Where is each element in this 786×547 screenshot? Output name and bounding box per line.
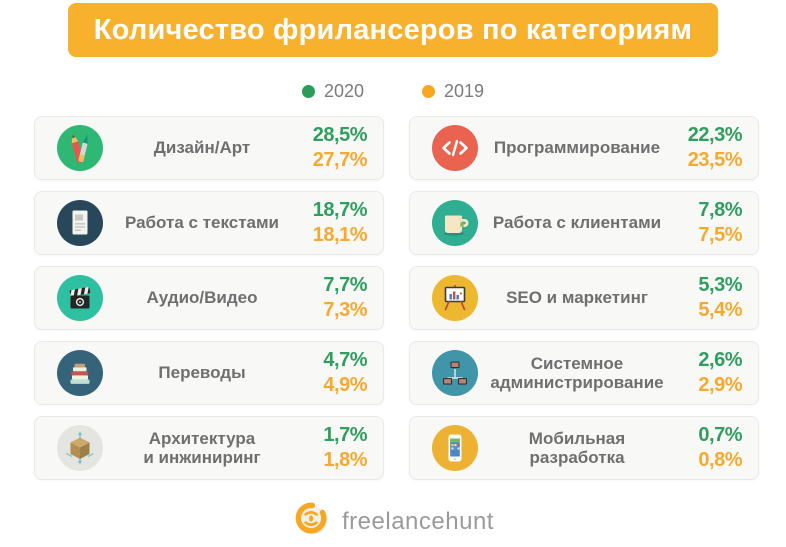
document-icon (57, 200, 103, 246)
category-values: 18,7% 18,1% (301, 198, 368, 248)
category-card: Переводы 4,7% 4,9% (34, 341, 384, 405)
category-label: SEO и маркетинг (506, 288, 648, 308)
category-card: Работа с текстами 18,7% 18,1% (34, 191, 384, 255)
category-label: Системное администрирование (490, 353, 664, 392)
category-label: Переводы (158, 363, 246, 383)
value-2020: 5,3% (698, 274, 742, 296)
category-label: Работа с текстами (124, 213, 280, 233)
value-2020: 1,7% (323, 424, 367, 446)
footer: freelancehunt (0, 499, 786, 544)
category-values: 1,7% 1,8% (301, 423, 367, 473)
legend-item-2020: 2020 (301, 81, 364, 102)
category-values: 5,3% 5,4% (676, 273, 742, 323)
page-title: Количество фрилансеров по категориям (93, 13, 693, 46)
value-2020: 7,7% (323, 274, 367, 296)
value-2020: 28,5% (312, 124, 368, 146)
value-2020: 0,7% (698, 424, 742, 446)
value-2019: 7,3% (323, 299, 367, 321)
legend: 2020 2019 (0, 81, 786, 102)
value-2019: 5,4% (698, 299, 742, 321)
value-2019: 0,8% (698, 449, 742, 471)
category-card: Дизайн/Арт 28,5% 27,7% (34, 116, 384, 180)
category-label: Работа с клиентами (492, 213, 662, 233)
value-2019: 27,7% (312, 149, 368, 171)
category-values: 22,3% 23,5% (676, 123, 743, 173)
category-card: Архитектура и инжиниринг 1,7% 1,8% (34, 416, 384, 480)
category-values: 7,7% 7,3% (301, 273, 367, 323)
brand-name: freelancehunt (342, 507, 494, 535)
category-label: Дизайн/Арт (153, 138, 251, 158)
value-2020: 18,7% (312, 199, 368, 221)
presentation-icon (432, 275, 478, 321)
clapperboard-icon (57, 275, 103, 321)
value-2020: 22,3% (687, 124, 743, 146)
category-card: Работа с клиентами 7,8% 7,5% (409, 191, 759, 255)
legend-label-2020: 2020 (323, 81, 364, 101)
category-values: 7,8% 7,5% (676, 198, 742, 248)
value-2020: 2,6% (698, 349, 742, 371)
category-card: Системное администрирование 2,6% 2,9% (409, 341, 759, 405)
category-values: 0,7% 0,8% (676, 423, 742, 473)
category-cards-grid: Дизайн/Арт 28,5% 27,7% Работа с текстами 18,… (34, 116, 786, 480)
category-label: Аудио/Видео (146, 288, 258, 308)
value-2020: 4,7% (323, 349, 367, 371)
category-values: 28,5% 27,7% (301, 123, 368, 173)
legend-item-2019: 2019 (422, 81, 484, 102)
design-art-icon (57, 125, 103, 171)
value-2019: 7,5% (698, 224, 742, 246)
legend-label-2019: 2019 (444, 81, 485, 101)
mug-icon (432, 200, 478, 246)
value-2019: 1,8% (323, 449, 367, 471)
category-card: Мобильная разработка 0,7% 0,8% (409, 416, 759, 480)
code-icon (432, 125, 478, 171)
category-label: Архитектура и инжиниринг (143, 428, 261, 467)
books-icon (57, 350, 103, 396)
category-card: SEO и маркетинг 5,3% 5,4% (409, 266, 759, 330)
value-2019: 4,9% (323, 374, 367, 396)
value-2019: 2,9% (698, 374, 742, 396)
cube-icon (57, 425, 103, 471)
legend-dot-2020-icon (301, 85, 315, 98)
legend-dot-2019-icon (422, 85, 435, 98)
category-card: Программирование 22,3% 23,5% (409, 116, 759, 180)
category-label: Мобильная разработка (528, 428, 626, 467)
value-2019: 18,1% (312, 224, 368, 246)
category-values: 2,6% 2,9% (676, 348, 742, 398)
category-card: Аудио/Видео 7,7% 7,3% (34, 266, 384, 330)
title-banner: Количество фрилансеров по категориям (68, 3, 718, 57)
value-2019: 23,5% (687, 149, 743, 171)
smartphone-icon (432, 425, 478, 471)
network-icon (432, 350, 478, 396)
category-values: 4,7% 4,9% (301, 348, 367, 398)
value-2020: 7,8% (698, 199, 742, 221)
freelancehunt-logo-icon (292, 499, 332, 544)
category-label: Программирование (493, 138, 661, 158)
